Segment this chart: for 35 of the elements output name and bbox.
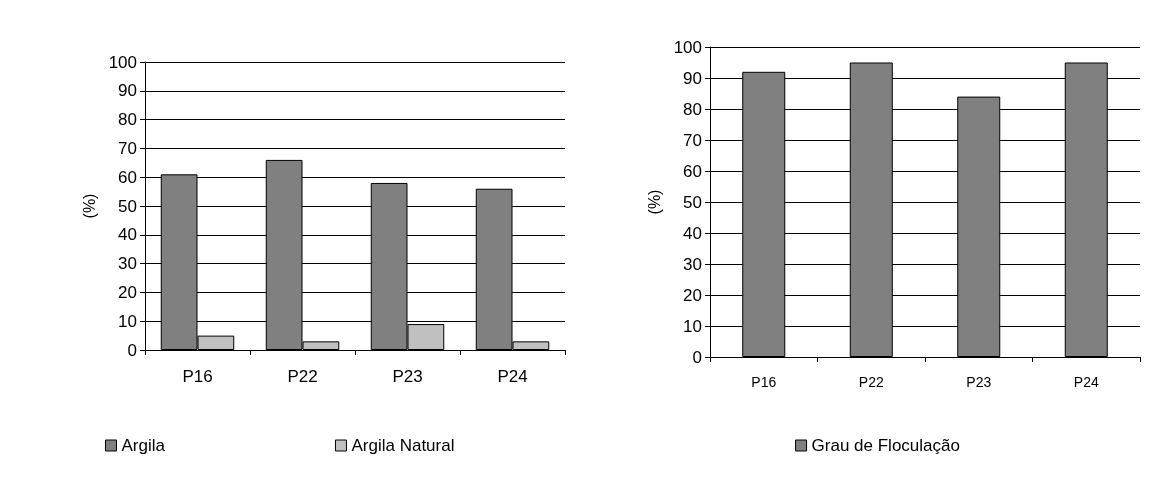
y-tick-label: 70 xyxy=(118,138,137,158)
y-tick-label: 80 xyxy=(118,110,137,130)
y-tick-label: 70 xyxy=(683,130,702,150)
x-tick-label: P23 xyxy=(392,367,423,386)
y-tick-label: 100 xyxy=(108,52,137,72)
x-tick-label: P16 xyxy=(751,374,777,390)
y-tick-label: 50 xyxy=(683,192,702,212)
y-tick-label: 0 xyxy=(692,347,702,367)
y-tick-label: 0 xyxy=(127,340,137,360)
y-tick-label: 90 xyxy=(118,81,137,101)
x-tick-label: P16 xyxy=(182,367,213,386)
x-tick-label: P23 xyxy=(966,374,992,390)
y-tick-label: 90 xyxy=(683,68,702,88)
y-tick-label: 60 xyxy=(683,161,702,181)
y-tick-label: 80 xyxy=(683,99,702,119)
y-tick-label: 60 xyxy=(118,167,137,187)
legend-label: Grau de Floculação xyxy=(811,436,960,455)
x-tick-label: P24 xyxy=(497,367,528,386)
x-tick-label: P22 xyxy=(858,374,884,390)
y-tick-label: 20 xyxy=(683,285,702,305)
y-tick-label: 100 xyxy=(673,37,702,57)
x-tick-label: P22 xyxy=(287,367,318,386)
legend-label: Argila xyxy=(121,436,166,455)
y-tick-label: 40 xyxy=(683,223,702,243)
y-tick-label: 20 xyxy=(118,282,137,302)
y-tick-label: 30 xyxy=(118,254,137,274)
y-axis-title: (%) xyxy=(80,193,98,219)
legend-label: Argila Natural xyxy=(351,436,455,455)
y-tick-label: 10 xyxy=(683,316,702,336)
x-tick-label: P24 xyxy=(1073,374,1099,390)
y-axis-title: (%) xyxy=(645,189,663,215)
y-tick-label: 50 xyxy=(118,196,137,216)
y-tick-label: 10 xyxy=(118,311,137,331)
y-tick-label: 40 xyxy=(118,225,137,245)
y-tick-label: 30 xyxy=(683,254,702,274)
